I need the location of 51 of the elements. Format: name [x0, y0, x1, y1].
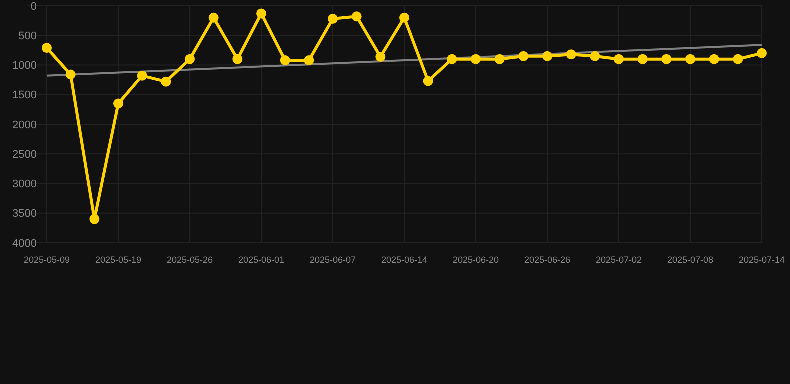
x-tick-label: 2025-07-02 [596, 255, 642, 265]
point [304, 56, 314, 66]
x-tick-label: 2025-06-01 [238, 255, 285, 265]
y-tick-label: 4000 [12, 238, 37, 250]
point [232, 54, 243, 64]
point [709, 54, 720, 64]
point [614, 54, 624, 64]
point [542, 51, 552, 62]
x-tick-label: 2025-06-20 [452, 255, 500, 265]
point [328, 14, 338, 24]
point [66, 70, 76, 80]
point [114, 98, 124, 109]
point [447, 54, 458, 64]
x-tick-label: 2025-07-14 [738, 255, 786, 265]
x-tick-label: 2025-06-07 [310, 255, 356, 265]
x-tick-label: 2025-05-19 [95, 255, 142, 265]
point [638, 54, 648, 64]
y-tick-label: 1500 [12, 90, 37, 102]
point [42, 43, 52, 54]
point [256, 8, 266, 19]
y-tick-label: 2000 [12, 119, 37, 132]
point [494, 54, 505, 64]
y-tick-label: 3000 [12, 178, 37, 191]
point [352, 12, 362, 22]
point [662, 54, 672, 64]
point [733, 54, 744, 64]
point [566, 50, 576, 60]
point [686, 54, 696, 64]
point [90, 214, 100, 224]
point [137, 70, 148, 81]
point [757, 48, 767, 58]
point [590, 51, 600, 62]
x-tick-label: 2025-06-14 [381, 255, 428, 265]
point [376, 52, 386, 62]
point [161, 76, 172, 87]
y-tick-label: 3500 [12, 208, 37, 220]
point [518, 51, 529, 62]
x-tick-label: 2025-05-26 [166, 255, 214, 265]
point [400, 12, 410, 23]
point [423, 76, 434, 86]
y-tick-label: 2500 [12, 148, 37, 161]
y-tick-label: 1000 [12, 60, 37, 72]
y-tick-label: 500 [18, 30, 37, 42]
point [471, 54, 481, 64]
point [208, 12, 219, 23]
x-tick-label: 2025-06-26 [524, 255, 571, 265]
x-tick-label: 2025-05-09 [24, 255, 70, 265]
y-tick-label: 0 [30, 0, 37, 13]
x-tick-label: 2025-07-08 [667, 255, 714, 265]
point [280, 56, 290, 66]
point [185, 54, 195, 64]
